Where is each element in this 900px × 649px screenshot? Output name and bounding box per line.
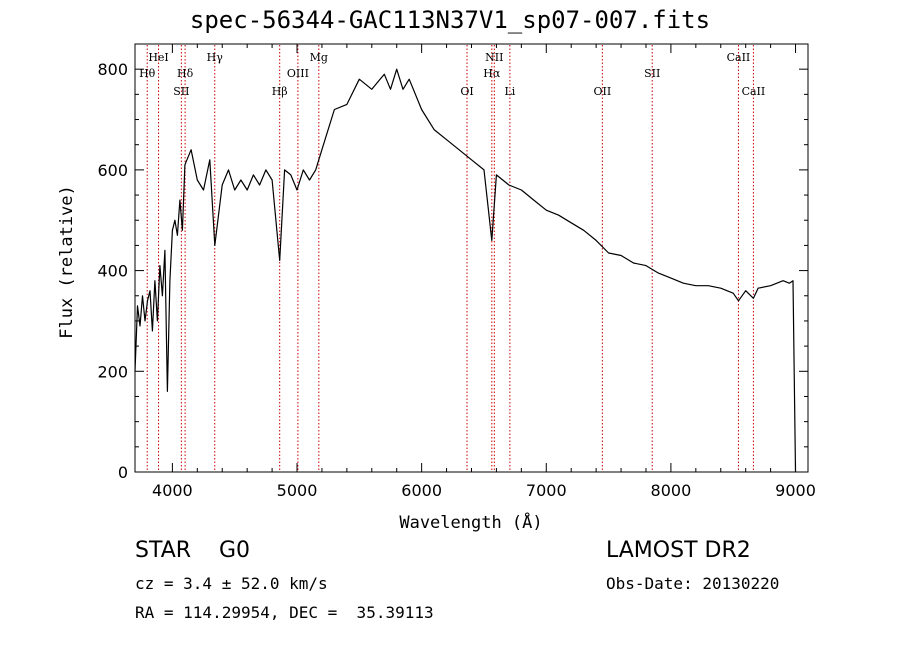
y-tick-label-1: 200	[97, 362, 128, 381]
ra-dec: RA = 114.29954, DEC = 35.39113	[135, 603, 434, 622]
line-label-1: HeI	[148, 51, 168, 64]
chart-title: spec-56344-GAC113N37V1_sp07-007.fits	[189, 6, 711, 34]
line-label-14: CaII	[727, 51, 751, 64]
line-label-11: Li	[504, 85, 515, 98]
x-tick-label-5: 9000	[775, 481, 816, 500]
line-label-9: Hα	[483, 67, 501, 80]
x-tick-label-1: 5000	[277, 481, 318, 500]
line-label-2: SII	[173, 85, 189, 98]
line-label-15: CaII	[742, 85, 766, 98]
line-label-12: OII	[594, 85, 612, 98]
spectrum-series	[134, 68, 797, 473]
redshift-cz: cz = 3.4 ± 52.0 km/s	[135, 574, 328, 593]
obs-date: Obs-Date: 20130220	[606, 574, 780, 593]
y-tick-label-0: 0	[118, 463, 128, 482]
line-label-5: Hβ	[272, 85, 288, 98]
spectral-class: STAR G0	[135, 538, 251, 563]
x-tick-label-3: 7000	[526, 481, 567, 500]
line-label-10: NII	[485, 51, 503, 64]
spectrum-line	[134, 68, 797, 473]
y-tick-label-2: 400	[97, 262, 128, 281]
axis-ticks: 4000 5000 6000 7000 8000 9000 0 200 400 600 800	[97, 44, 816, 500]
survey-name: LAMOST DR2	[606, 538, 751, 563]
plot-frame	[134, 43, 809, 473]
line-label-13: SII	[644, 67, 660, 80]
line-label-7: Mg	[310, 51, 328, 64]
y-tick-label-3: 600	[97, 161, 128, 180]
line-label-8: OI	[460, 85, 473, 98]
line-label-4: Hγ	[207, 51, 224, 64]
line-label-6: OIII	[287, 67, 309, 80]
x-tick-label-2: 6000	[401, 481, 442, 500]
y-axis-label: Flux (relative)	[57, 185, 77, 339]
line-label-0: Hθ	[139, 67, 156, 80]
y-tick-label-4: 800	[97, 60, 128, 79]
x-tick-label-0: 4000	[152, 481, 193, 500]
x-tick-label-4: 8000	[651, 481, 692, 500]
x-axis-label: Wavelength (Å)	[399, 511, 542, 533]
line-label-3: Hδ	[177, 67, 194, 80]
